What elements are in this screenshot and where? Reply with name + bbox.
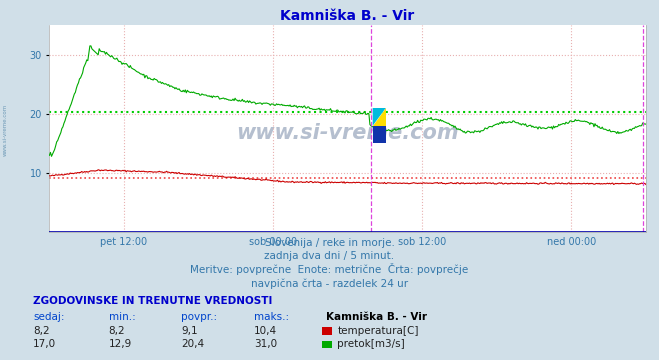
Text: 31,0: 31,0 <box>254 339 277 350</box>
Text: Meritve: povprečne  Enote: metrične  Črta: povprečje: Meritve: povprečne Enote: metrične Črta:… <box>190 263 469 275</box>
Text: pretok[m3/s]: pretok[m3/s] <box>337 339 405 350</box>
Text: www.si-vreme.com: www.si-vreme.com <box>3 103 8 156</box>
Text: Slovenija / reke in morje.: Slovenija / reke in morje. <box>264 238 395 248</box>
Text: 8,2: 8,2 <box>33 326 49 336</box>
Text: www.si-vreme.com: www.si-vreme.com <box>237 123 459 143</box>
Polygon shape <box>373 126 386 144</box>
Text: sedaj:: sedaj: <box>33 312 65 322</box>
Text: Kamniška B. - Vir: Kamniška B. - Vir <box>326 312 427 322</box>
Text: navpična črta - razdelek 24 ur: navpična črta - razdelek 24 ur <box>251 278 408 289</box>
Text: maks.:: maks.: <box>254 312 289 322</box>
Text: 10,4: 10,4 <box>254 326 277 336</box>
Text: min.:: min.: <box>109 312 136 322</box>
Text: 9,1: 9,1 <box>181 326 198 336</box>
Text: zadnja dva dni / 5 minut.: zadnja dva dni / 5 minut. <box>264 251 395 261</box>
Text: 8,2: 8,2 <box>109 326 125 336</box>
Title: Kamniška B. - Vir: Kamniška B. - Vir <box>281 9 415 23</box>
Polygon shape <box>373 108 386 126</box>
Text: ZGODOVINSKE IN TRENUTNE VREDNOSTI: ZGODOVINSKE IN TRENUTNE VREDNOSTI <box>33 296 272 306</box>
Text: povpr.:: povpr.: <box>181 312 217 322</box>
Polygon shape <box>373 108 386 126</box>
Text: 17,0: 17,0 <box>33 339 56 350</box>
Text: 12,9: 12,9 <box>109 339 132 350</box>
Text: temperatura[C]: temperatura[C] <box>337 326 419 336</box>
Text: 20,4: 20,4 <box>181 339 204 350</box>
